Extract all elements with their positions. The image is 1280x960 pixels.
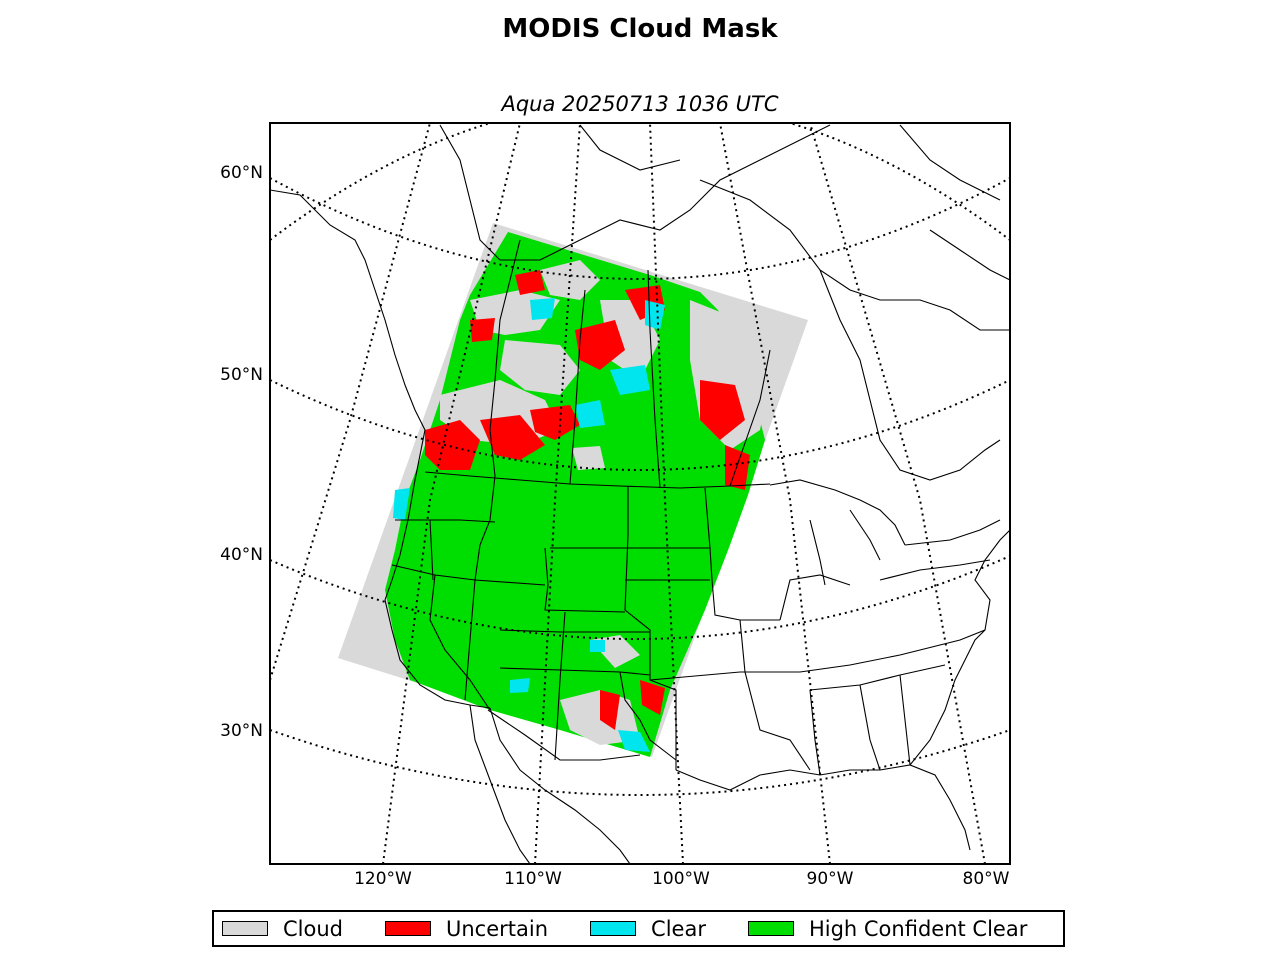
map-content	[270, 123, 1010, 864]
chart-title: MODIS Cloud Mask	[502, 14, 778, 44]
lon-label-110w: 110°W	[504, 869, 562, 889]
lon-label-100w: 100°W	[652, 869, 710, 889]
legend-swatch-high-confident-clear	[747, 921, 794, 936]
lon-label-90w: 90°W	[806, 869, 854, 889]
legend-label-clear: Clear	[651, 916, 706, 941]
lat-label-60n: 60°N	[220, 163, 263, 183]
legend-label-uncertain: Uncertain	[446, 916, 549, 941]
legend-item-high-confident-clear: High Confident Clear	[747, 916, 1028, 941]
political-boundaries	[270, 124, 1010, 864]
legend-label-high-confident-clear: High Confident Clear	[808, 916, 1028, 941]
lat-label-30n: 30°N	[220, 721, 263, 741]
lon-label-80w: 80°W	[962, 869, 1010, 889]
legend-item-cloud: Cloud	[222, 917, 343, 941]
legend: Cloud Uncertain Clear High Confident Cle…	[212, 910, 1065, 947]
legend-item-uncertain: Uncertain	[385, 917, 548, 941]
lon-label-120w: 120°W	[354, 869, 412, 889]
legend-swatch-uncertain	[385, 921, 431, 936]
legend-label-cloud: Cloud	[283, 916, 343, 941]
lat-label-50n: 50°N	[220, 365, 263, 385]
legend-swatch-cloud	[222, 921, 268, 936]
legend-item-clear: Clear	[590, 917, 706, 941]
map-frame	[269, 122, 1011, 865]
chart-subtitle: Aqua 20250713 1036 UTC	[501, 92, 779, 116]
lat-label-40n: 40°N	[220, 545, 263, 565]
legend-swatch-clear	[590, 921, 637, 936]
swath-high-confident-clear	[385, 232, 765, 757]
graticule	[270, 123, 1010, 864]
clear-patches	[393, 298, 665, 752]
